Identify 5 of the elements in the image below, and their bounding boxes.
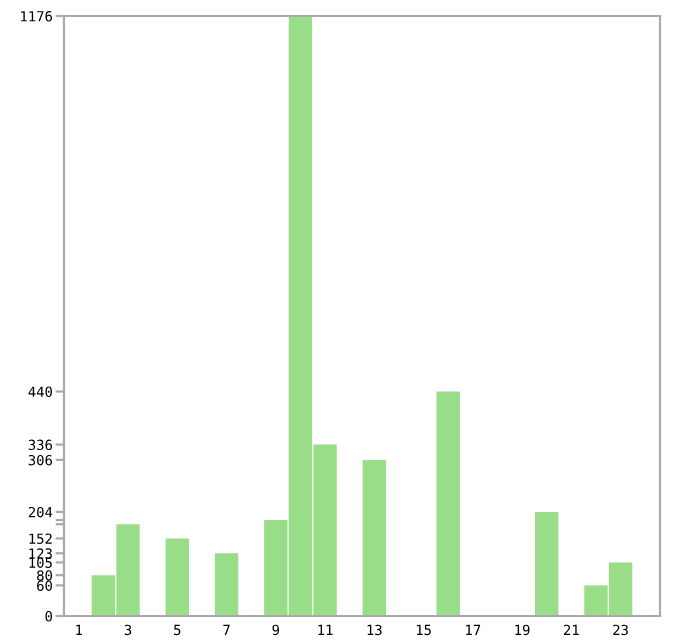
bar (535, 511, 559, 616)
bar (436, 391, 460, 616)
bar (362, 459, 387, 616)
bar (165, 538, 189, 616)
bar (214, 553, 239, 616)
